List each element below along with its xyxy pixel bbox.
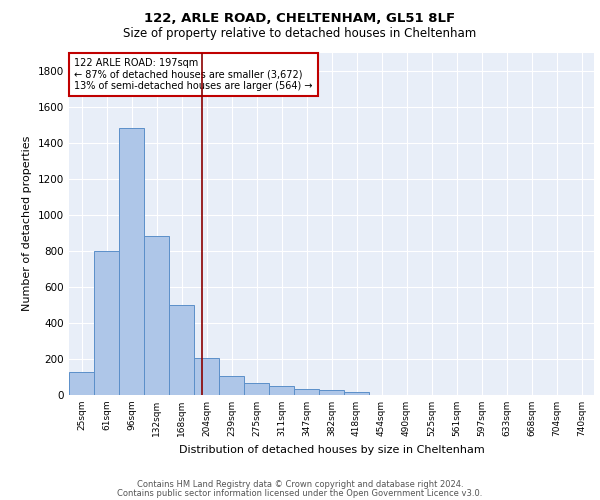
Bar — [94, 251, 119, 395]
Text: Contains public sector information licensed under the Open Government Licence v3: Contains public sector information licen… — [118, 489, 482, 498]
Y-axis label: Number of detached properties: Number of detached properties — [22, 136, 32, 312]
Text: Size of property relative to detached houses in Cheltenham: Size of property relative to detached ho… — [124, 28, 476, 40]
Bar — [169, 305, 194, 395]
Bar — [344, 392, 369, 395]
Bar — [69, 372, 94, 395]
Bar — [219, 376, 244, 395]
Bar — [269, 386, 294, 395]
Bar — [119, 128, 144, 395]
Bar — [244, 384, 269, 395]
X-axis label: Distribution of detached houses by size in Cheltenham: Distribution of detached houses by size … — [179, 444, 484, 454]
Text: 122 ARLE ROAD: 197sqm
← 87% of detached houses are smaller (3,672)
13% of semi-d: 122 ARLE ROAD: 197sqm ← 87% of detached … — [74, 58, 313, 91]
Text: Contains HM Land Registry data © Crown copyright and database right 2024.: Contains HM Land Registry data © Crown c… — [137, 480, 463, 489]
Bar — [294, 388, 319, 395]
Bar — [319, 390, 344, 395]
Bar — [194, 358, 219, 395]
Bar — [144, 236, 169, 395]
Text: 122, ARLE ROAD, CHELTENHAM, GL51 8LF: 122, ARLE ROAD, CHELTENHAM, GL51 8LF — [145, 12, 455, 26]
